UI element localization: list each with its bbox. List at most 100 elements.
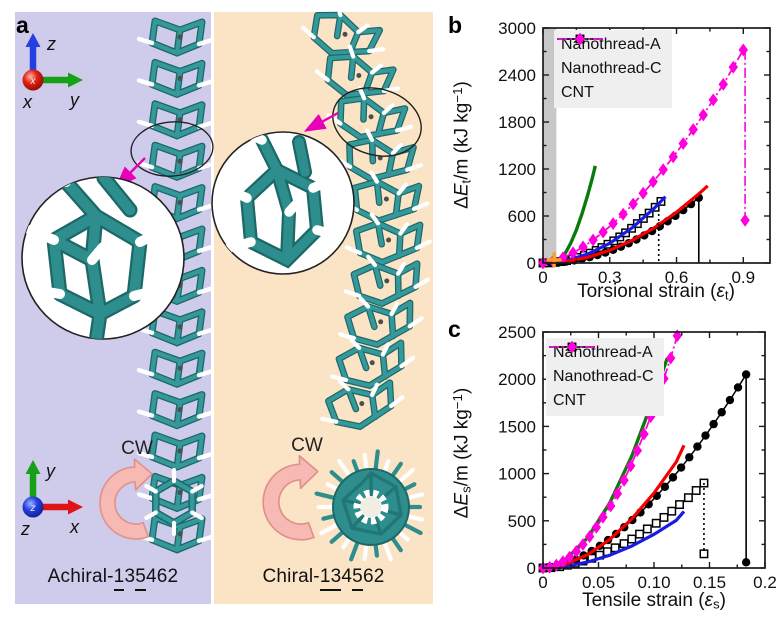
x-tick-label: 0.3 (598, 268, 622, 287)
diamond-marker (688, 123, 698, 136)
achiral-name-label: Achiral-135462 (15, 566, 211, 591)
sphere-glyph: z (30, 503, 36, 514)
x-tick-label: 0.2 (753, 573, 777, 592)
y-tick-label: 1000 (498, 465, 536, 484)
panel-a-label: a (16, 12, 29, 38)
diamond-marker (639, 427, 649, 441)
circle-marker (676, 463, 686, 472)
circle-marker (741, 370, 751, 379)
diamond-marker (575, 32, 585, 46)
circle-marker (685, 453, 694, 462)
circle-marker (701, 431, 710, 440)
sphere-glyph: x (30, 76, 37, 87)
square-marker (642, 524, 652, 534)
axes-triad-bottom: z y x z (20, 460, 83, 539)
diamond-marker (584, 530, 595, 543)
torsion-chart-canvas: 0 0.3 0.6 0.9 0 600 1200 1800 2400 3000 (498, 19, 771, 287)
diamond-marker (619, 473, 629, 487)
legend: Nanothread-A Nanothread-C CNT (554, 30, 672, 108)
diamond-marker (625, 459, 636, 473)
benzene-ring (144, 467, 204, 537)
chiral-callout (303, 87, 422, 157)
square-marker (627, 534, 637, 544)
y-tick-label: 2500 (498, 323, 536, 342)
y-axis-title: ΔEt/m (kJ kg−1) (450, 81, 474, 209)
square-marker (699, 478, 709, 488)
x-axis-title: Tensile strain (εs) (582, 590, 726, 612)
x-tick-label: 0.6 (665, 268, 689, 287)
axis-label-z: z (46, 34, 56, 54)
axis-label-x: x (22, 92, 33, 112)
axis-label-y: y (68, 90, 80, 110)
name-prefix: Achiral- (47, 566, 114, 587)
legend-item-nanothread-c: Nanothread-C (549, 342, 654, 389)
square-marker (667, 506, 677, 516)
square-marker (683, 493, 693, 503)
x-tick-label: 0 (538, 268, 547, 287)
tick-marks (542, 27, 770, 264)
square-marker (659, 512, 669, 522)
legend-label: CNT (553, 392, 586, 409)
panel-b: 0 0.3 0.6 0.9 0 600 1200 1800 2400 3000 b ΔEt/m (… (440, 0, 777, 310)
diamond-marker (612, 487, 623, 501)
square-marker (675, 500, 684, 510)
legend-item-nanothread-c: Nanothread-C (557, 34, 662, 81)
square-marker (699, 549, 709, 559)
digit: 4 (341, 566, 353, 587)
diamond-marker (708, 93, 718, 107)
diamond-marker (672, 329, 683, 343)
x-axis-arrow-icon (68, 499, 83, 515)
axis-label-x: x (69, 517, 80, 537)
chiral-name-label: Chiral-134562 (214, 566, 433, 591)
underlined-digit: 5 (352, 566, 363, 591)
legend-label: Nanothread-A (561, 36, 661, 53)
diamond-marker (608, 217, 618, 230)
chiral-inset (211, 131, 355, 275)
circle-marker (693, 442, 702, 451)
x-tick-label: 0.05 (582, 573, 615, 592)
y-tick-label: 1800 (498, 113, 536, 132)
axis-label-y: y (44, 461, 56, 481)
diamond-marker (588, 233, 598, 247)
y-tick-label: 1500 (498, 417, 536, 436)
digit: 3 (124, 566, 136, 587)
circle-marker (668, 473, 678, 482)
diamond-marker (728, 60, 738, 74)
legend-label: Nanothread-C (553, 368, 654, 385)
legend-label: Nanothread-A (553, 344, 653, 361)
axis-label-z: z (20, 519, 30, 539)
y-axis-arrow-icon (25, 460, 41, 474)
achiral-inset (21, 176, 185, 340)
square-marker (651, 518, 661, 528)
y-tick-label: 3000 (498, 19, 536, 38)
series-CNT (542, 49, 745, 264)
y-tick-label: 0 (527, 254, 536, 273)
diamond-marker (618, 207, 628, 221)
name-prefix: Chiral- (262, 566, 320, 587)
y-axis-arrow-icon (68, 72, 83, 88)
panel-c-label: c (448, 316, 461, 342)
x-tick-label: 0 (538, 573, 547, 592)
panel-a-canvas: x z y x z y x z (15, 0, 440, 604)
circle-marker (733, 383, 743, 392)
shaded-band (543, 28, 557, 263)
series-fit-green (554, 165, 597, 265)
digits: 462 (146, 566, 179, 587)
panel-a: x z y x z y x z (15, 0, 440, 604)
y-tick-label: 500 (508, 512, 536, 531)
y-axis-title: ΔEs/m (kJ kg−1) (450, 387, 474, 519)
series-fit-A-red (549, 184, 709, 265)
legend-label: Nanothread-C (561, 60, 662, 77)
series-fit-C-blue (542, 510, 686, 570)
panel-b-label: b (448, 12, 463, 38)
circle-marker (709, 419, 718, 429)
x-tick-label: 0.10 (637, 573, 670, 592)
digits: 62 (362, 566, 385, 587)
diamond-marker (668, 150, 678, 164)
z-axis-sphere-icon (22, 496, 44, 518)
underlined-digit: 5 (135, 566, 147, 591)
diamond-marker (740, 213, 750, 227)
square-marker (691, 486, 701, 495)
cw-label-right: CW (291, 435, 323, 456)
